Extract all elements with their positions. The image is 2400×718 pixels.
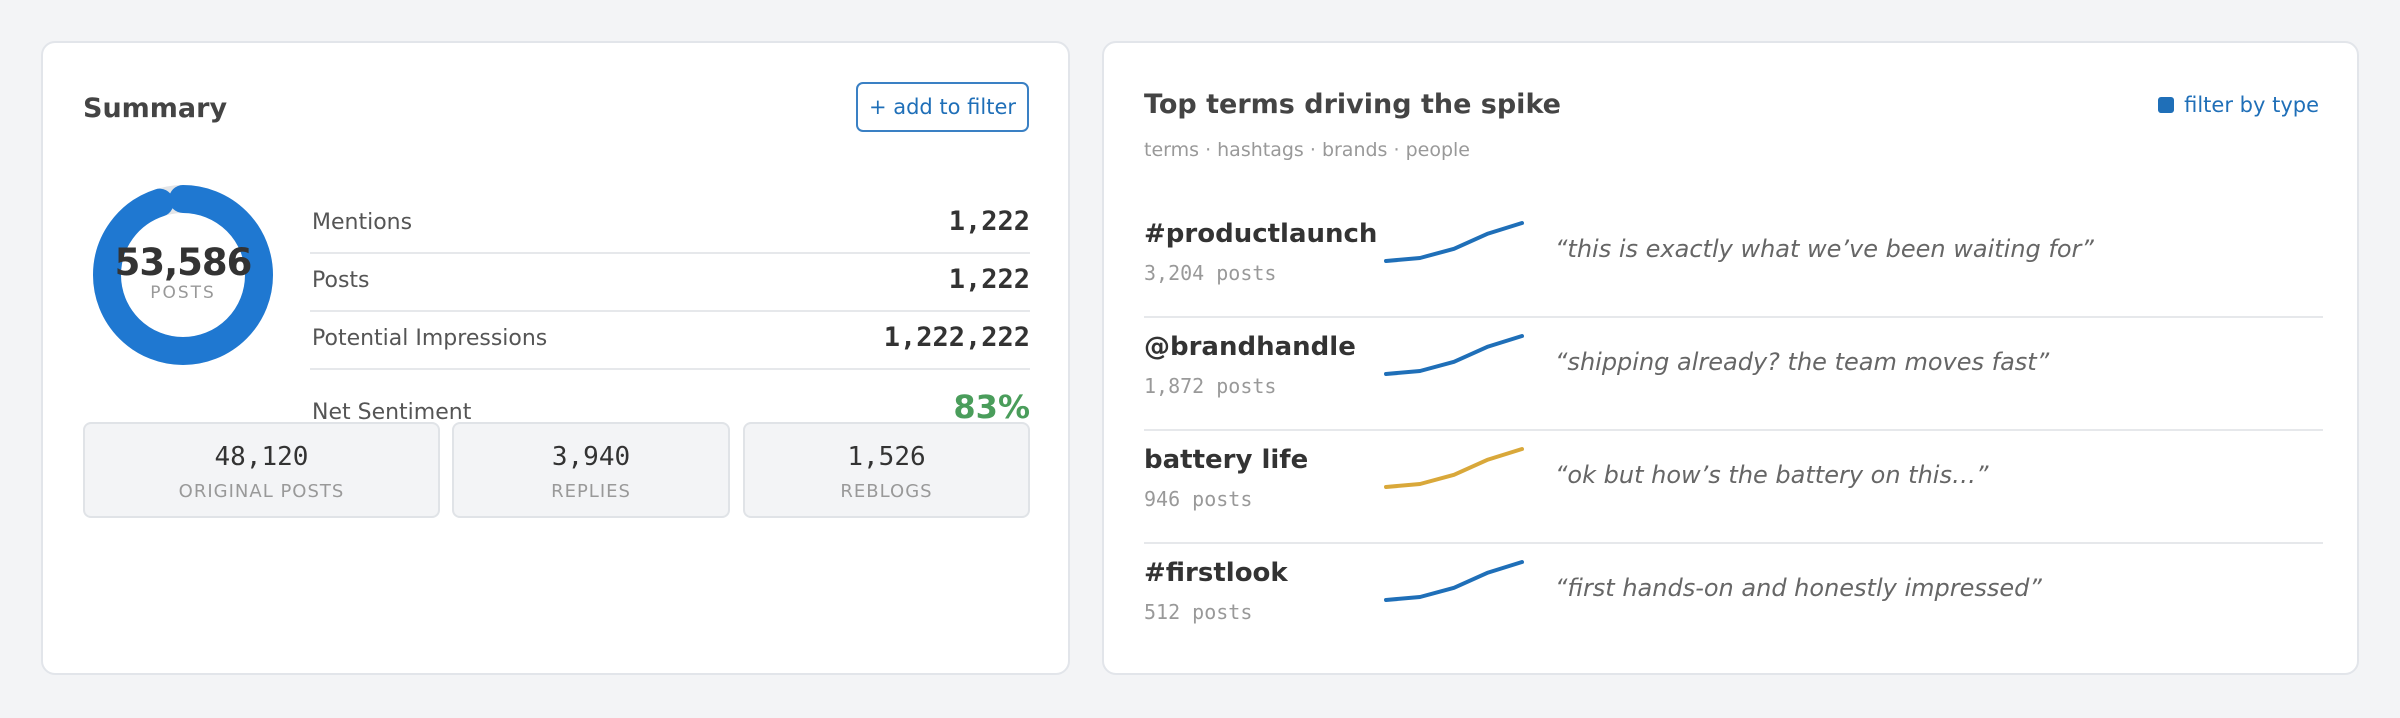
term-post-count: 946 posts	[1144, 487, 1253, 511]
stat-replies: 3,940 REPLIES	[452, 422, 730, 518]
terms-title: Top terms driving the spike	[1144, 89, 1561, 120]
term-row[interactable]: #firstlook 512 posts “first hands-on and…	[1144, 544, 2323, 657]
term-quote: “this is exactly what we’ve been waiting…	[1555, 235, 2094, 263]
stat-label: ORIGINAL POSTS	[178, 481, 345, 502]
filter-label: filter by type	[2184, 93, 2319, 117]
stat-label: REBLOGS	[840, 481, 933, 502]
sparkline-line	[1384, 560, 1524, 602]
donut-arc	[93, 185, 273, 365]
metric-label: Posts	[312, 268, 370, 293]
metric-label: Net Sentiment	[312, 400, 472, 425]
stat-reblogs: 1,526 REBLOGS	[743, 422, 1030, 518]
term-quote: “ok but how’s the battery on this…”	[1555, 461, 1989, 489]
metric-value: 1,222	[948, 206, 1030, 237]
stat-value: 1,526	[847, 442, 926, 472]
sparkline-line	[1384, 334, 1524, 376]
metric-value: 1,222,222	[883, 322, 1030, 353]
terms-subtitle: terms · hashtags · brands · people	[1144, 139, 1470, 161]
metric-row-posts: Posts 1,222	[310, 254, 1030, 312]
term-row[interactable]: #productlaunch 3,204 posts “this is exac…	[1144, 205, 2323, 318]
term-quote: “shipping already? the team moves fast”	[1555, 348, 2050, 376]
stat-original-posts: 48,120 ORIGINAL POSTS	[83, 422, 440, 518]
summary-panel: Summary + add to filter 53,586 POSTS Men…	[41, 41, 1070, 675]
donut-label: POSTS	[150, 283, 216, 303]
sparkline-line	[1384, 221, 1524, 263]
donut-value: 53,586	[114, 241, 253, 284]
sparkline-line	[1384, 447, 1524, 489]
net-sentiment-value: 83%	[953, 388, 1030, 426]
top-terms-panel: Top terms driving the spike terms · hash…	[1102, 41, 2359, 675]
term-sparkline	[1384, 447, 1524, 489]
stat-value: 48,120	[214, 442, 309, 472]
term-sparkline	[1384, 560, 1524, 602]
term-sparkline	[1384, 334, 1524, 376]
filter-by-type-button[interactable]: filter by type	[2158, 93, 2319, 117]
metric-row-net-sentiment: Net Sentiment 83%	[310, 370, 1030, 428]
metric-label: Mentions	[312, 210, 413, 235]
term-name: battery life	[1144, 445, 1309, 475]
stat-label: REPLIES	[551, 481, 631, 502]
term-name: #productlaunch	[1144, 219, 1378, 249]
metric-row-impressions: Potential Impressions 1,222,222	[310, 312, 1030, 370]
metric-label: Potential Impressions	[312, 326, 548, 351]
metric-row-mentions: Mentions 1,222	[310, 196, 1030, 254]
term-row[interactable]: @brandhandle 1,872 posts “shipping alrea…	[1144, 318, 2323, 431]
filter-square-icon	[2158, 97, 2175, 113]
term-row[interactable]: battery life 946 posts “ok but how’s the…	[1144, 431, 2323, 544]
posts-donut-chart	[93, 185, 273, 365]
term-post-count: 1,872 posts	[1144, 374, 1277, 398]
term-post-count: 512 posts	[1144, 600, 1253, 624]
term-quote: “first hands-on and honestly impressed”	[1555, 574, 2042, 602]
summary-title: Summary	[83, 93, 228, 124]
term-post-count: 3,204 posts	[1144, 261, 1277, 285]
stat-value: 3,940	[551, 442, 631, 472]
add-to-filter-button[interactable]: + add to filter	[856, 82, 1029, 132]
metric-value: 1,222	[948, 264, 1030, 295]
term-sparkline	[1384, 221, 1524, 263]
term-name: @brandhandle	[1144, 332, 1356, 362]
term-name: #firstlook	[1144, 558, 1288, 588]
